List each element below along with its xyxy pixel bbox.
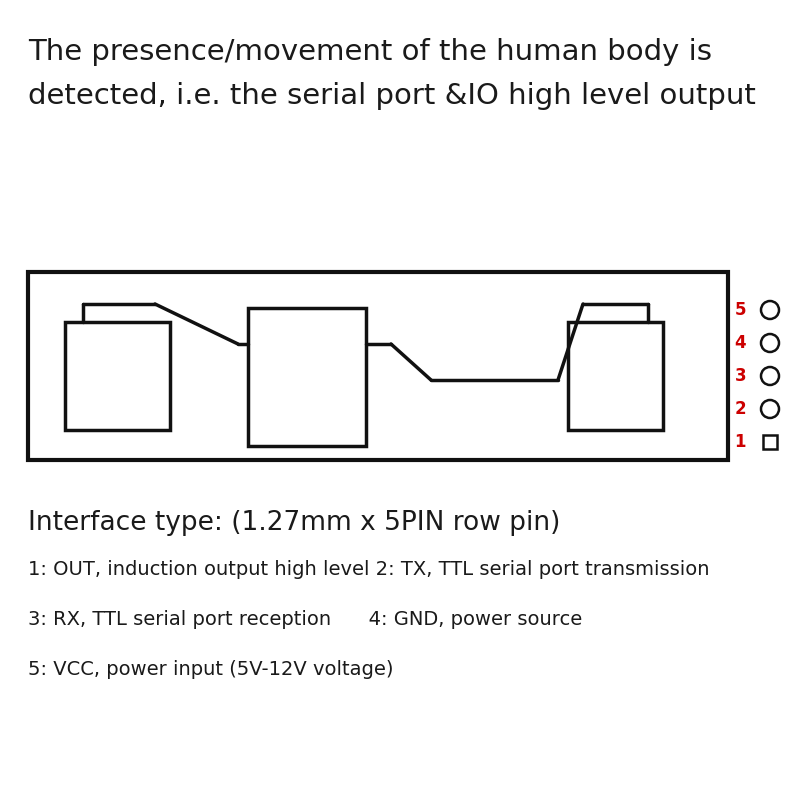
Circle shape bbox=[761, 367, 779, 385]
Circle shape bbox=[761, 400, 779, 418]
Text: 1: 1 bbox=[734, 433, 746, 451]
Bar bbox=[568, 322, 663, 430]
Text: 5: VCC, power input (5V-12V voltage): 5: VCC, power input (5V-12V voltage) bbox=[28, 660, 394, 679]
Text: 3: RX, TTL serial port reception      4: GND, power source: 3: RX, TTL serial port reception 4: GND,… bbox=[28, 610, 582, 629]
Bar bbox=[763, 435, 777, 450]
Bar bbox=[248, 308, 366, 446]
Circle shape bbox=[761, 301, 779, 319]
Text: 1: OUT, induction output high level 2: TX, TTL serial port transmission: 1: OUT, induction output high level 2: T… bbox=[28, 560, 710, 579]
Text: 2: 2 bbox=[734, 400, 746, 418]
Bar bbox=[28, 272, 728, 460]
Text: detected, i.e. the serial port &IO high level output: detected, i.e. the serial port &IO high … bbox=[28, 82, 756, 110]
Circle shape bbox=[761, 334, 779, 352]
Text: 3: 3 bbox=[734, 367, 746, 385]
Text: The presence/movement of the human body is: The presence/movement of the human body … bbox=[28, 38, 712, 66]
Text: 4: 4 bbox=[734, 334, 746, 352]
Bar bbox=[65, 322, 170, 430]
Text: Interface type: (1.27mm x 5PIN row pin): Interface type: (1.27mm x 5PIN row pin) bbox=[28, 510, 560, 536]
Text: 5: 5 bbox=[734, 301, 746, 319]
